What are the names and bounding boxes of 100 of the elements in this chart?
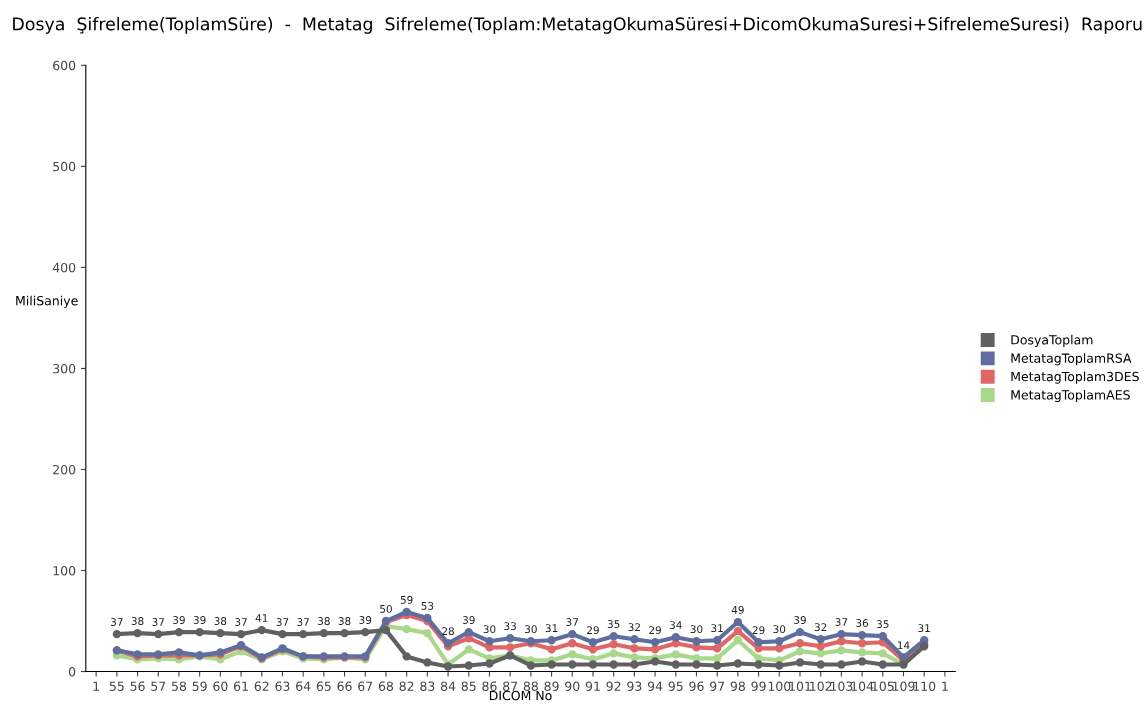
point <box>650 645 660 654</box>
point <box>402 624 411 634</box>
data-label: 53 <box>421 601 434 610</box>
point <box>568 639 577 648</box>
data-label: 37 <box>566 618 579 626</box>
point <box>754 638 763 647</box>
point <box>671 650 680 659</box>
point <box>878 660 887 669</box>
x-tick-label: 1 <box>942 681 948 691</box>
data-label: 14 <box>898 641 910 650</box>
x-tick-label: 95 <box>668 681 683 691</box>
point <box>837 637 846 646</box>
x-tick-label: 58 <box>171 681 187 691</box>
point <box>485 637 494 646</box>
point <box>733 659 743 668</box>
point <box>775 644 784 653</box>
point <box>816 642 825 651</box>
data-label: 38 <box>214 617 227 625</box>
data-label: 39 <box>462 616 475 624</box>
point <box>733 617 743 627</box>
x-tick-label: 82 <box>399 681 414 691</box>
x-tick-label: 109 <box>892 681 915 691</box>
point <box>609 660 618 669</box>
point <box>319 628 329 638</box>
x-tick-label: 84 <box>440 681 456 691</box>
point <box>837 646 846 655</box>
chart-title: Dosya Şifreleme(ToplamSüre) - Metatag Sifreleme(Toplam:MetatagOkumaSüresi+DicomOkumaSuresi+SifrelemeSuresi) Raporu <box>13 17 1142 34</box>
x-tick-label: 1 <box>93 681 99 691</box>
point <box>857 639 867 648</box>
point <box>568 660 577 669</box>
point <box>236 629 246 639</box>
data-label: 59 <box>400 595 413 604</box>
data-label: 37 <box>235 618 247 626</box>
x-tick-label: 90 <box>565 681 580 691</box>
data-label: 37 <box>835 618 848 626</box>
point <box>713 654 722 663</box>
point <box>857 657 867 666</box>
y-tick-label: 600 <box>53 60 76 71</box>
x-tick-label: 60 <box>213 681 228 691</box>
point <box>402 652 411 661</box>
x-tick-label: 88 <box>523 681 538 691</box>
x-tick-label: 65 <box>316 681 331 691</box>
data-label: 35 <box>876 620 889 628</box>
x-tick-label: 97 <box>710 681 725 691</box>
data-label: 29 <box>752 626 765 635</box>
data-label: 33 <box>504 622 516 631</box>
point <box>795 658 805 667</box>
point <box>340 628 349 638</box>
y-tick-label: 400 <box>52 262 76 273</box>
x-tick-label: 56 <box>130 681 145 691</box>
point <box>816 649 825 658</box>
x-tick-label: 92 <box>606 681 621 691</box>
x-tick-label: 63 <box>275 681 290 691</box>
data-label: 30 <box>773 625 786 634</box>
data-label: 35 <box>607 620 620 628</box>
point <box>630 653 639 662</box>
data-label: 39 <box>359 616 372 624</box>
data-label: 31 <box>918 624 930 633</box>
point <box>298 629 308 639</box>
point <box>671 633 680 642</box>
data-label: 30 <box>525 625 537 634</box>
point <box>588 638 598 647</box>
data-label: 32 <box>628 623 640 632</box>
point <box>174 627 184 637</box>
point <box>195 627 204 637</box>
legend-label: MetatagToplam3DES <box>1011 371 1139 384</box>
point <box>630 660 639 669</box>
point <box>713 644 722 653</box>
x-tick-label: 93 <box>627 681 642 691</box>
x-tick-label: 83 <box>420 681 435 691</box>
point <box>361 627 370 637</box>
point <box>423 628 432 638</box>
x-tick-label: 103 <box>830 681 853 691</box>
point <box>216 628 225 638</box>
x-tick-label: 68 <box>378 681 394 691</box>
point <box>464 627 473 637</box>
point <box>671 660 680 669</box>
y-axis-title: MiliSaniye <box>16 295 78 308</box>
data-label: 28 <box>442 627 454 636</box>
data-label: 38 <box>131 617 144 625</box>
x-tick-label: 110 <box>913 681 936 691</box>
point <box>775 661 784 670</box>
point <box>547 636 556 645</box>
y-tick-label: 100 <box>53 565 76 576</box>
point <box>795 647 805 656</box>
x-axis-title: DICOM No <box>489 690 552 701</box>
point <box>257 625 266 635</box>
x-tick-label: 104 <box>851 681 874 691</box>
point <box>754 660 763 669</box>
x-tick-label: 62 <box>254 681 269 691</box>
point <box>568 629 577 639</box>
point <box>692 637 701 646</box>
x-tick-label: 86 <box>482 681 497 691</box>
x-tick-label: 98 <box>730 681 745 691</box>
point <box>630 635 639 644</box>
data-label: 39 <box>193 616 206 624</box>
point <box>485 659 494 668</box>
point <box>381 625 391 635</box>
data-label: 37 <box>111 618 123 626</box>
data-label: 31 <box>545 624 558 633</box>
